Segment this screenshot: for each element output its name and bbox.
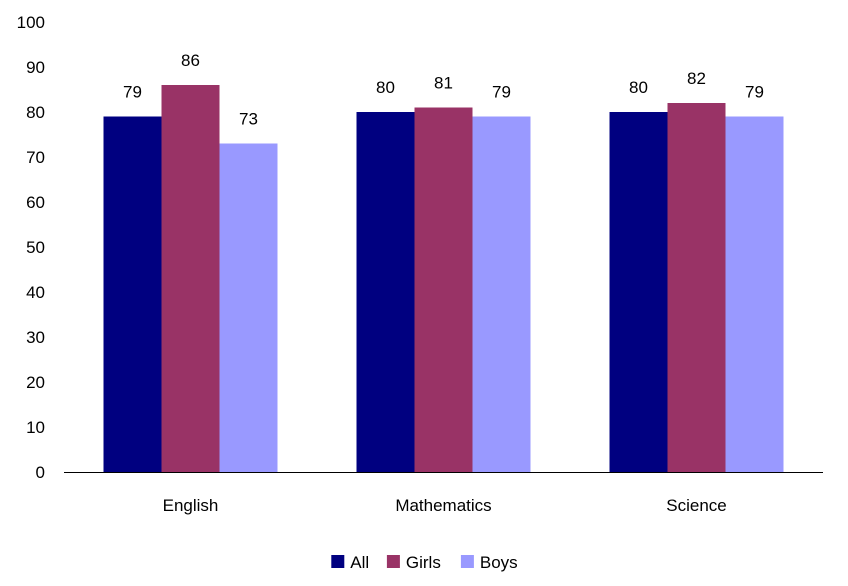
data-label: 82: [687, 69, 706, 88]
y-tick-label: 20: [26, 373, 45, 392]
data-labels-group: 79 86 73 80 81 79 80 82 79: [123, 51, 764, 129]
y-tick-label: 90: [26, 58, 45, 77]
bar-all-science: [609, 112, 668, 472]
legend-label-girls: Girls: [406, 553, 441, 572]
bar-all-mathematics: [356, 112, 415, 472]
y-tick-label: 10: [26, 418, 45, 437]
bar-girls-english: [161, 85, 220, 472]
y-axis-ticks: 0 10 20 30 40 50 60 70 80 90 100: [17, 13, 45, 482]
data-label: 80: [376, 78, 395, 97]
bar-boys-english: [219, 143, 278, 472]
data-label: 73: [239, 110, 258, 129]
category-labels: English Mathematics Science: [163, 496, 727, 515]
data-label: 79: [123, 83, 142, 102]
data-label: 79: [492, 83, 511, 102]
legend-label-boys: Boys: [480, 553, 518, 572]
bar-girls-science: [667, 103, 726, 472]
legend-label-all: All: [350, 553, 369, 572]
data-label: 86: [181, 51, 200, 70]
legend: All Girls Boys: [331, 553, 518, 572]
y-tick-label: 0: [36, 463, 45, 482]
bar-girls-mathematics: [414, 107, 473, 472]
bar-boys-mathematics: [472, 116, 531, 472]
y-tick-label: 80: [26, 103, 45, 122]
bar-all-english: [103, 116, 162, 472]
y-tick-label: 60: [26, 193, 45, 212]
legend-swatch-boys: [460, 555, 474, 568]
y-tick-label: 50: [26, 238, 45, 257]
bar-boys-science: [725, 116, 784, 472]
category-label: English: [163, 496, 219, 515]
bars-group: [103, 85, 784, 472]
legend-swatch-girls: [386, 555, 400, 568]
y-tick-label: 70: [26, 148, 45, 167]
data-label: 79: [745, 83, 764, 102]
y-tick-label: 30: [26, 328, 45, 347]
legend-swatch-all: [331, 555, 345, 568]
data-label: 80: [629, 78, 648, 97]
category-label: Science: [666, 496, 726, 515]
category-label: Mathematics: [395, 496, 491, 515]
y-tick-label: 40: [26, 283, 45, 302]
y-tick-label: 100: [17, 13, 45, 32]
data-label: 81: [434, 74, 453, 93]
